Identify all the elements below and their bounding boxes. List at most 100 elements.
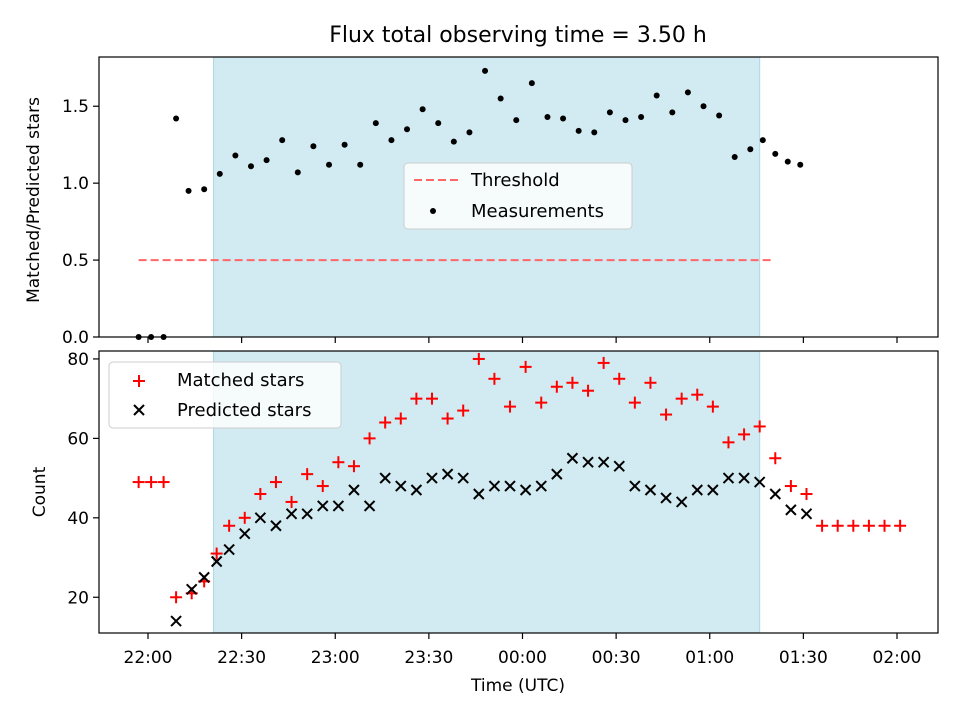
predicted-point [210, 555, 223, 568]
ratio-y-axis-ticks: 0.0 0.5 1.0 1.5 [62, 97, 99, 348]
matched-point [254, 487, 267, 500]
predicted-point [239, 527, 251, 540]
measurement-point [326, 161, 333, 168]
measurement-point [797, 161, 804, 168]
chart-title: Flux total observing time = 3.50 h [329, 23, 707, 48]
predicted-point [597, 456, 610, 468]
measurement-point [482, 67, 489, 74]
measurement-point [357, 161, 364, 168]
measurement-point [591, 129, 598, 136]
predicted-point [519, 484, 532, 496]
matched-point [550, 380, 563, 393]
count-y-axis-label: Count [30, 466, 50, 517]
predicted-point [332, 500, 345, 512]
matched-point [582, 384, 595, 397]
matched-point [472, 352, 485, 365]
matched-point [644, 376, 657, 389]
measurement-point [216, 170, 223, 177]
matched-point [285, 495, 298, 508]
predicted-point [488, 480, 501, 492]
matched-point [394, 412, 407, 425]
matched-point [441, 412, 454, 425]
ratio-marks [135, 67, 804, 340]
legend-box [108, 361, 342, 429]
matched-point [488, 372, 501, 385]
y-tick-label: 20 [67, 588, 89, 608]
y-tick-label: 0.5 [62, 251, 89, 271]
measurement-point [263, 157, 270, 164]
predicted-point [254, 512, 267, 524]
x-tick-label: 02:00 [873, 648, 922, 668]
measurement-point [404, 126, 411, 133]
legend-predicted-swatch [133, 404, 145, 416]
predicted-point [660, 492, 672, 504]
predicted-point [285, 508, 298, 520]
measurement-point [528, 80, 535, 87]
predicted-point [691, 484, 703, 496]
matched-point [145, 476, 158, 489]
y-tick-label: 40 [67, 509, 89, 529]
y-tick-label: 1.0 [62, 174, 89, 194]
measurement-point [294, 169, 301, 176]
matched-point [210, 547, 223, 560]
count-legend: Matched stars Predicted stars [108, 361, 342, 429]
ratio-panel-frame [98, 56, 939, 338]
matched-point [660, 408, 673, 421]
predicted-point [379, 472, 391, 484]
measurement-point [513, 117, 520, 124]
x-tick-label: 22:00 [124, 648, 173, 668]
measurement-point [173, 115, 180, 122]
matched-point [597, 356, 610, 369]
measurement-point [544, 114, 551, 120]
legend-matched-label: Matched stars [177, 370, 304, 391]
predicted-point [566, 452, 579, 464]
predicted-point [738, 472, 750, 484]
measurement-point [279, 137, 286, 144]
predicted-point [785, 504, 797, 516]
y-tick-label: 0.0 [62, 328, 89, 348]
predicted-point [270, 520, 282, 532]
predicted-point [348, 484, 360, 496]
predicted-point [722, 472, 735, 484]
matched-point [784, 480, 797, 493]
matched-point [753, 420, 766, 433]
matched-point [535, 396, 548, 409]
matched-point [332, 456, 345, 469]
predicted-point [504, 480, 516, 492]
measurement-point [684, 89, 691, 96]
ratio-legend: Threshold Measurements [403, 162, 633, 230]
predicted-point [441, 468, 454, 480]
matched-point [878, 519, 891, 532]
matched-point [410, 392, 423, 405]
predicted-point [535, 480, 547, 492]
measurement-point [419, 106, 426, 113]
measurement-point [638, 114, 645, 120]
matched-point [706, 400, 719, 413]
matched-point [504, 400, 517, 413]
measurement-point [784, 158, 791, 165]
matched-point [238, 511, 251, 524]
count-marks [132, 352, 907, 627]
ratio-x-axis-ticks [147, 337, 898, 343]
predicted-point [800, 508, 813, 520]
matched-point [347, 460, 360, 473]
predicted-point [395, 480, 407, 492]
matched-point [157, 476, 170, 489]
measurement-point [731, 154, 738, 160]
matched-point [301, 468, 314, 481]
predicted-point [473, 488, 485, 500]
predicted-point [185, 583, 198, 596]
matched-point [816, 519, 829, 532]
measurement-point [560, 115, 567, 122]
matched-point [379, 416, 392, 429]
matched-point [425, 392, 438, 405]
matched-point [566, 376, 579, 389]
legend-matched-swatch [133, 375, 145, 387]
measurement-point [772, 150, 779, 157]
measurement-point [497, 95, 504, 102]
legend-measurements-label: Measurements [471, 201, 604, 222]
measurement-point [575, 127, 582, 134]
matched-point [847, 519, 860, 532]
measurement-point [759, 137, 766, 144]
